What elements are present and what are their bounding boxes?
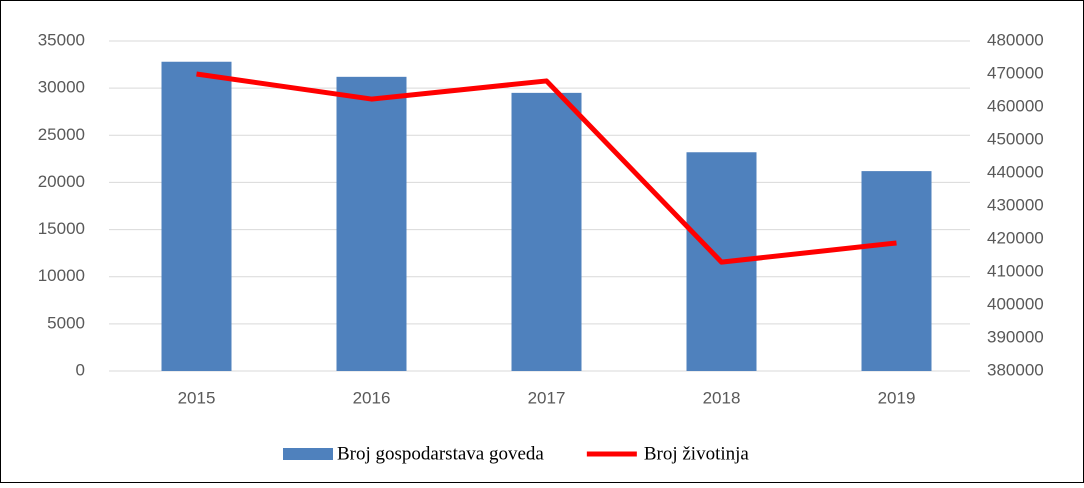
y2-tick-label: 430000 [987, 195, 1044, 214]
y2-tick-label: 380000 [987, 360, 1044, 379]
y-tick-label: 35000 [38, 30, 85, 49]
y-tick-label: 0 [76, 360, 85, 379]
y2-tick-label: 480000 [987, 30, 1044, 49]
y2-tick-label: 420000 [987, 228, 1044, 247]
line [196, 71, 897, 265]
y2-tick-label: 450000 [987, 129, 1044, 148]
y-tick-label: 20000 [38, 172, 85, 191]
x-tick-label: 2019 [878, 388, 916, 407]
y2-tick-label: 460000 [987, 96, 1044, 115]
bar [861, 171, 932, 371]
bar [336, 76, 407, 371]
bar [161, 61, 232, 371]
y2-tick-label: 440000 [987, 162, 1044, 181]
legend-label: Broj gospodarstava goveda [337, 443, 544, 464]
legend-swatch [283, 448, 333, 460]
bar [511, 92, 582, 371]
y2-tick-label: 470000 [987, 63, 1044, 82]
x-tick-label: 2015 [178, 388, 216, 407]
y-tick-label: 30000 [38, 78, 85, 97]
x-tick-label: 2016 [353, 388, 391, 407]
legend-label: Broj životinja [644, 443, 750, 464]
x-tick-label: 2018 [703, 388, 741, 407]
y2-tick-label: 410000 [987, 261, 1044, 280]
y-tick-label: 5000 [47, 313, 85, 332]
y2-tick-label: 390000 [987, 327, 1044, 346]
y2-tick-label: 400000 [987, 294, 1044, 313]
x-tick-label: 2017 [528, 388, 566, 407]
y-tick-label: 15000 [38, 219, 85, 238]
y-tick-label: 25000 [38, 125, 85, 144]
y-tick-label: 10000 [38, 266, 85, 285]
